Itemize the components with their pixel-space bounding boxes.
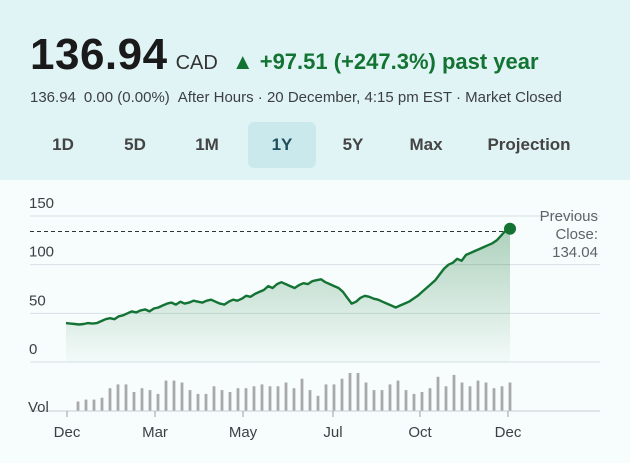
volume-bar [252,386,256,411]
volume-bar [244,388,248,411]
volume-bar [92,399,96,411]
tab-max[interactable]: Max [409,135,443,154]
volume-bar [204,393,208,411]
y-axis-labels: 150 100 50 0 [29,195,54,358]
volume-bar [404,390,408,411]
market-status: After Hours · 20 December, 4:15 pm EST ·… [177,89,562,106]
currency-code: CAD [175,52,218,74]
up-arrow-icon: ▲ [231,49,254,74]
volume-bar [188,390,192,411]
x-tick-label: Oct [408,424,432,441]
volume-bar [84,399,88,411]
previous-close-line2: Close: [555,226,598,243]
volume-bar [340,378,344,411]
tab-1m[interactable]: 1M [195,135,219,154]
range-tabs: 1D 5D 1M 1Y 5Y Max Projection [30,122,594,168]
tab-1y[interactable]: 1Y [248,122,316,168]
price-area [66,228,510,362]
volume-bar [180,382,184,411]
after-hours-change: 0.00 (0.00%) [83,89,170,106]
volume-bar [324,384,328,411]
volume-bar [412,393,416,411]
volume-bar [140,388,144,411]
volume-bar [468,386,472,411]
quote-header: 136.94 CAD ▲ +97.51 (+247.3%) past year … [0,0,630,180]
y-tick-label: 50 [29,292,46,309]
volume-bar [444,386,448,411]
volume-bar [348,373,352,411]
volume-bar [316,395,320,411]
volume-bar [484,382,488,411]
volume-bar [388,384,392,411]
x-tick-label: Dec [495,424,522,441]
volume-bar [268,386,272,411]
price-line [65,227,511,326]
previous-close-line1: Previous [539,208,598,225]
volume-bar [364,382,368,411]
last-price-dot[interactable] [504,222,516,235]
volume-bar [220,390,224,411]
x-axis-labels: Dec Mar May Jul Oct Dec [54,411,522,441]
volume-bar [372,390,376,411]
volume-bar [356,373,360,411]
tab-5d[interactable]: 5D [124,135,146,154]
price-chart[interactable]: 150 100 50 0 Vol Dec Mar May Jul Oct Dec [0,180,630,463]
after-hours-price: 136.94 [30,89,76,106]
volume-bar [116,384,120,411]
volume-bar [436,376,440,411]
volume-bar [396,380,400,411]
volume-bar [212,386,216,411]
volume-bar [148,390,152,411]
volume-bar [156,393,160,411]
volume-bar [236,388,240,411]
volume-bar [300,378,304,411]
tab-1d[interactable]: 1D [52,135,74,154]
previous-close-label: Previous Close: 134.04 [540,208,598,262]
volume-bar [164,380,168,411]
volume-bar [76,401,80,411]
volume-bar [500,386,504,411]
volume-bar [452,374,456,411]
volume-bar [428,388,432,411]
volume-bar [420,392,424,411]
volume-bar [284,382,288,411]
volume-bar [492,388,496,411]
y-tick-label: 150 [29,195,54,212]
volume-label: Vol [28,399,49,416]
price-row: 136.94 CAD ▲ +97.51 (+247.3%) past year [30,30,539,80]
x-tick-label: Mar [142,424,168,441]
volume-bar [132,392,136,411]
volume-bar [108,388,112,411]
volume-bar [308,390,312,411]
y-tick-label: 100 [29,244,54,261]
volume-bar [196,393,200,411]
x-tick-label: May [229,424,258,441]
volume-bar [228,392,232,411]
x-tick-label: Jul [323,424,342,441]
volume-bar [476,380,480,411]
change-text: +97.51 (+247.3%) past year [259,49,539,74]
volume-bar [100,397,104,411]
volume-bar [292,388,296,411]
tab-projection[interactable]: Projection [487,135,571,154]
volume-bar [276,386,280,411]
volume-bar [508,382,512,411]
after-hours-info: 136.94 0.00 (0.00%) After Hours · 20 Decem… [30,89,570,106]
tab-5y[interactable]: 5Y [342,135,364,154]
x-tick-label: Dec [54,424,81,441]
y-tick-label: 0 [29,341,37,358]
volume-bar [124,384,128,411]
price-change: ▲ +97.51 (+247.3%) past year [232,49,539,75]
volume-bar [260,384,264,411]
volume-bar [332,384,336,411]
previous-close-value: 134.04 [552,244,598,261]
volume-bar [460,382,464,411]
volume-bar [172,380,176,411]
current-price: 136.94 [30,30,168,79]
volume-bar [380,390,384,411]
volume-bars [76,373,512,411]
